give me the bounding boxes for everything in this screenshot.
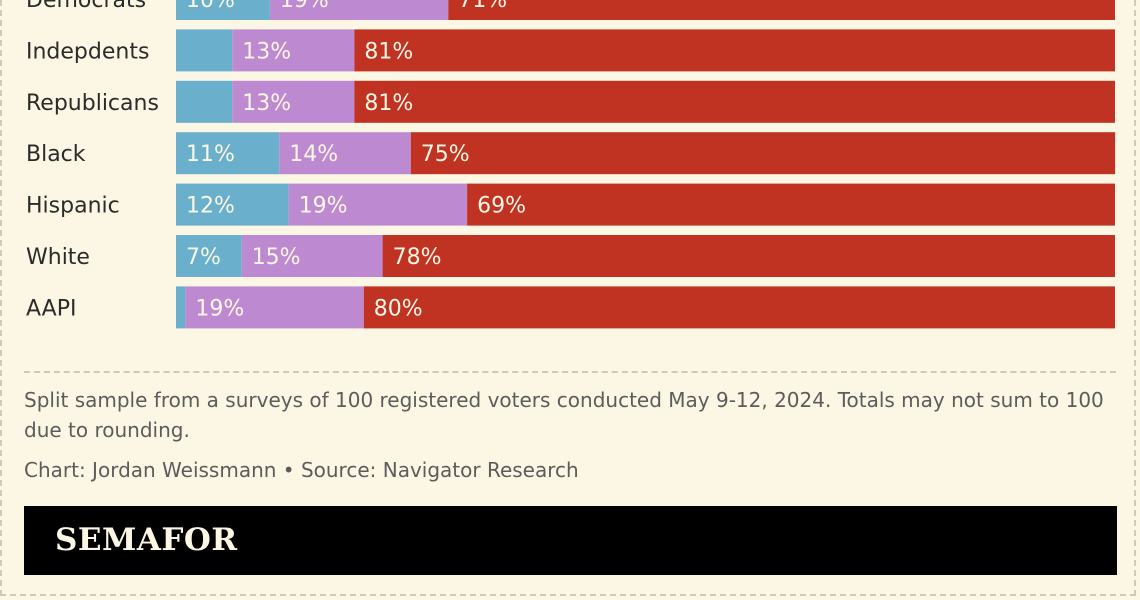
chart-footnote: Split sample from a surveys of 100 regis…: [24, 388, 1104, 442]
data-label-black-1: 11%: [186, 142, 235, 167]
bar-segment-aapi-3: [363, 286, 1115, 329]
bar-segment-indepdents-3: [354, 29, 1115, 72]
bar-segment-democrats-1: [176, 0, 270, 20]
category-label-aapi: AAPI: [26, 296, 76, 321]
bar-segment-white-1: [176, 235, 242, 277]
bar-segment-hispanic-1: [176, 183, 289, 226]
category-label-indepdents: Indepdents: [26, 39, 149, 64]
data-label-hispanic-1: 12%: [186, 194, 235, 219]
data-label-white-3: 78%: [393, 245, 442, 270]
bar-segment-hispanic-3: [467, 183, 1116, 226]
data-label-indepdents-3: 81%: [364, 39, 413, 64]
bar-segment-republicans-3: [354, 80, 1115, 123]
semafor-logo: SEMAFOR: [55, 522, 238, 558]
bar-segment-black-3: [410, 132, 1116, 175]
data-label-white-1: 7%: [186, 245, 221, 270]
data-label-hispanic-3: 69%: [477, 194, 526, 219]
bar-segment-democrats-3: [448, 0, 1115, 20]
data-label-hispanic-2: 19%: [299, 194, 348, 219]
category-label-democrats: Democrats: [26, 0, 146, 13]
bar-segment-black-1: [176, 132, 280, 175]
stacked-bar-chart: Democrats 10% 19% 71% Indepdents 13% 81% Republ…: [26, 0, 1116, 329]
data-label-aapi-2: 19%: [195, 296, 244, 321]
data-label-democrats-2: 19%: [280, 0, 329, 13]
category-label-republicans: Republicans: [26, 91, 159, 116]
bar-segment-black-2: [279, 132, 411, 175]
data-label-republicans-2: 13%: [242, 91, 291, 116]
data-label-black-2: 14%: [289, 142, 338, 167]
bar-segment-white-3: [382, 235, 1116, 277]
data-label-black-3: 75%: [421, 142, 470, 167]
bar-segment-republicans-1: [176, 80, 233, 123]
bar-segment-indepdents-1: [176, 29, 233, 72]
data-label-democrats-1: 10%: [186, 0, 235, 13]
bar-segment-aapi-2: [185, 286, 364, 329]
bar-segment-indepdents-2: [232, 29, 355, 72]
category-label-white: White: [26, 245, 90, 270]
category-label-black: Black: [26, 142, 86, 167]
data-label-indepdents-2: 13%: [242, 39, 291, 64]
bar-segment-white-2: [241, 235, 383, 277]
brand-bar: SEMAFOR: [24, 506, 1117, 575]
bar-segment-democrats-2: [269, 0, 449, 20]
category-label-hispanic: Hispanic: [26, 194, 120, 219]
data-label-republicans-3: 81%: [364, 91, 413, 116]
data-label-aapi-3: 80%: [374, 296, 423, 321]
bar-segment-hispanic-2: [288, 183, 468, 226]
bar-segment-republicans-2: [232, 80, 355, 123]
data-label-democrats-3: 71%: [458, 0, 507, 13]
data-label-white-2: 15%: [252, 245, 301, 270]
chart-credit: Chart: Jordan Weissmann • Source: Naviga…: [24, 458, 579, 482]
bar-segment-aapi-1: [176, 286, 186, 329]
footer-divider: [24, 371, 1116, 373]
